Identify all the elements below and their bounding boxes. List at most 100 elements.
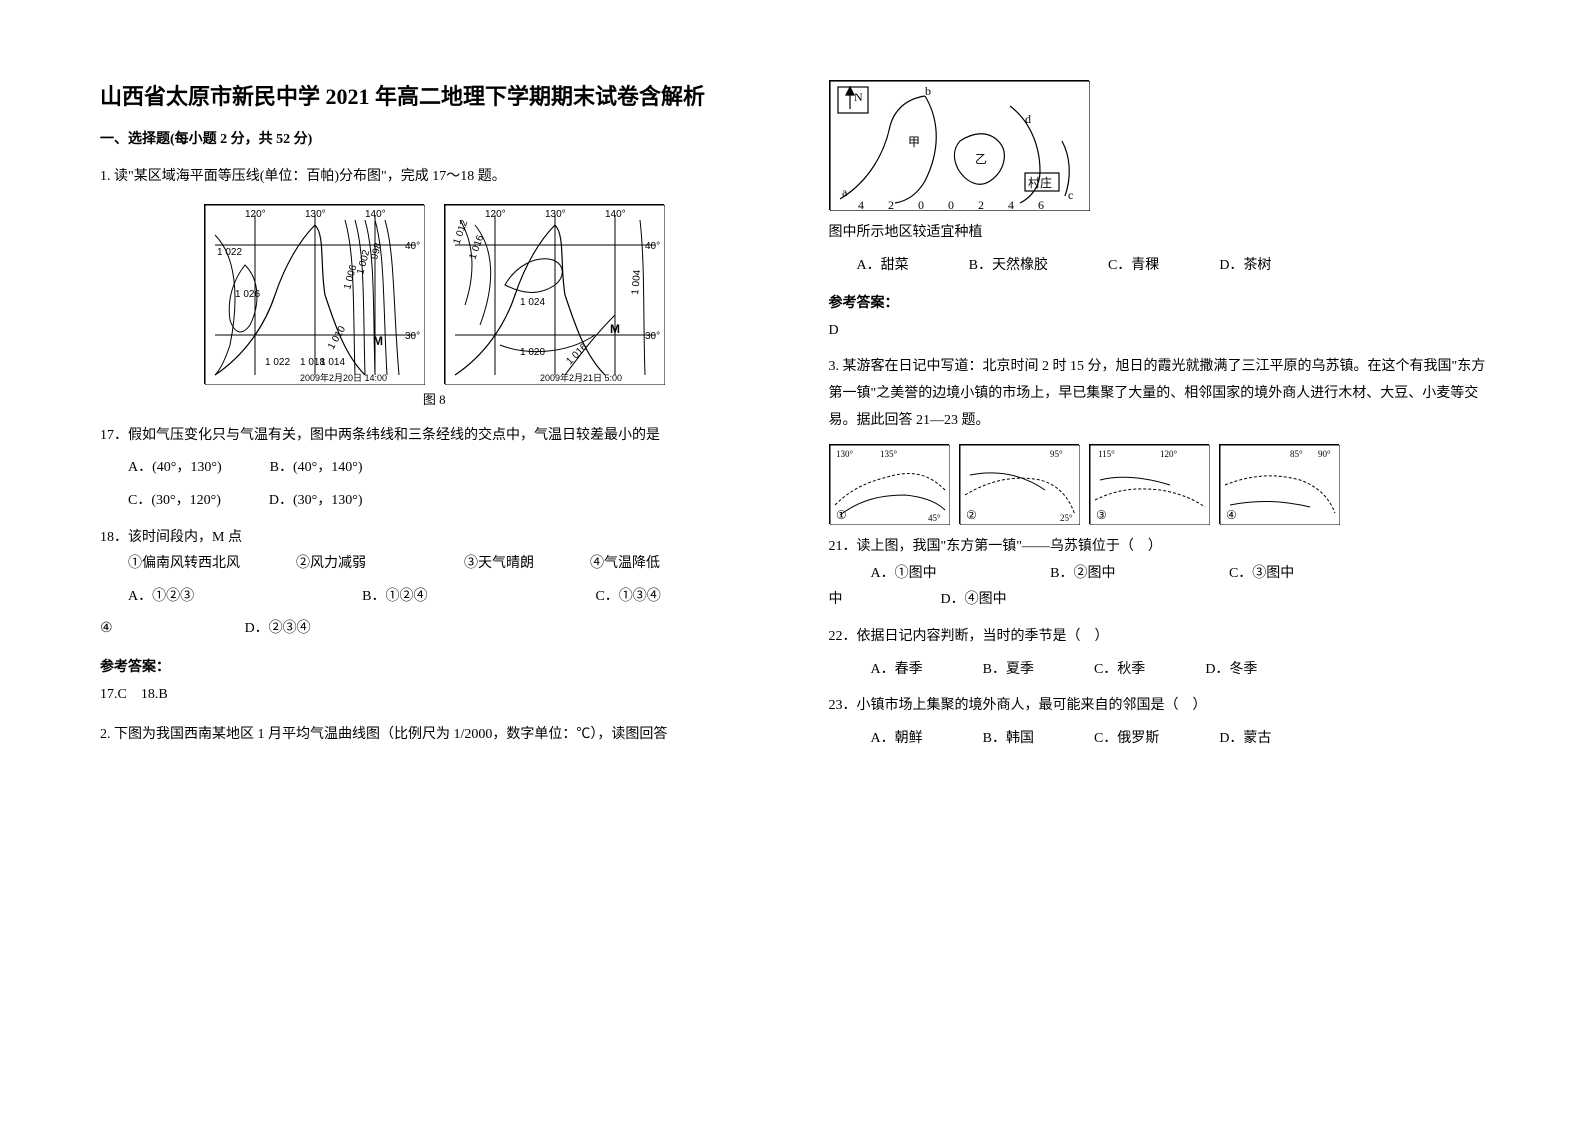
answer-1: 17.C 18.B (100, 682, 769, 709)
svg-text:130°: 130° (836, 449, 854, 459)
q17-text: 17．假如气压变化只与气温有关，图中两条纬线和三条经线的交点中，气温日较差最小的… (100, 423, 769, 450)
svg-text:乙: 乙 (975, 152, 987, 166)
q3-map-panels: ①130°135°45° ②95°25° ③115°120° ④85°90° (829, 444, 1498, 524)
svg-text:120°: 120° (1160, 449, 1178, 459)
svg-text:4: 4 (858, 198, 864, 211)
svg-text:135°: 135° (880, 449, 898, 459)
q22-opt-a[interactable]: A．春季 (871, 657, 923, 684)
svg-text:40°: 40° (645, 241, 660, 252)
page-title: 山西省太原市新民中学 2021 年高二地理下学期期末试卷含解析 (100, 80, 769, 113)
q2-opt-b[interactable]: B．天然橡胶 (969, 253, 1048, 280)
svg-text:b: b (925, 84, 931, 98)
q2-opt-d[interactable]: D．茶树 (1219, 253, 1271, 280)
q22-options: A．春季 B．夏季 C．秋季 D．冬季 (871, 657, 1498, 684)
svg-text:140°: 140° (605, 209, 626, 220)
q23-options: A．朝鲜 B．韩国 C．俄罗斯 D．蒙古 (871, 726, 1498, 753)
q21-opt-d[interactable]: D．④图中 (941, 592, 1007, 607)
q21-opt-b[interactable]: B．②图中 (1050, 566, 1115, 581)
q18-text: 18．该时间段内，M 点 (100, 525, 769, 552)
svg-text:120°: 120° (485, 209, 506, 220)
q17-opt-d[interactable]: D．(30°，130°) (269, 488, 363, 515)
q18-opt-b[interactable]: B．①②④ (362, 584, 427, 611)
isobar-map-left: 120° 130° 140° 40° 30° 1 022 1 026 1 022… (204, 204, 424, 384)
q18-opt-a[interactable]: A．①②③ (128, 584, 194, 611)
svg-text:1 026: 1 026 (235, 289, 260, 300)
q23-opt-c[interactable]: C．俄罗斯 (1094, 726, 1159, 753)
svg-text:25°: 25° (1060, 513, 1073, 523)
map-panel-2: ② 95° 25° (959, 444, 1079, 524)
svg-text:1 020: 1 020 (520, 347, 545, 358)
svg-text:2009年2月21日 5:00: 2009年2月21日 5:00 (540, 372, 622, 383)
q21-text: 21．读上图，我国"东方第一镇"——乌苏镇位于（ ） (829, 534, 1498, 561)
svg-text:M: M (373, 334, 383, 348)
svg-text:a: a (842, 185, 848, 199)
map-panel-3: ③115°120° (1089, 444, 1209, 524)
svg-text:1 024: 1 024 (520, 297, 545, 308)
svg-text:2009年2月20日 14:00: 2009年2月20日 14:00 (300, 372, 387, 383)
q23-opt-b[interactable]: B．韩国 (983, 726, 1034, 753)
answer-heading-2: 参考答案： (829, 291, 1498, 318)
q21-opt-a[interactable]: A．①图中 (871, 566, 937, 581)
q2-text: 图中所示地区较适宜种植 (829, 220, 1498, 247)
svg-text:0: 0 (948, 198, 954, 211)
svg-text:1 004: 1 004 (630, 269, 643, 295)
svg-text:④: ④ (1226, 508, 1237, 522)
svg-text:N: N (854, 90, 863, 104)
q17-options-2: C．(30°，120°) D．(30°，130°) (128, 488, 769, 515)
svg-text:甲: 甲 (908, 135, 920, 149)
q17-opt-b[interactable]: B．(40°，140°) (270, 455, 363, 482)
q3-intro: 3. 某游客在日记中写道：北京时间 2 时 15 分，旭日的霞光就撒满了三江平原… (829, 354, 1498, 434)
section-heading: 一、选择题(每小题 2 分，共 52 分) (100, 127, 769, 154)
q17-options: A．(40°，130°) B．(40°，140°) (128, 455, 769, 482)
svg-text:d: d (1025, 112, 1031, 126)
svg-text:村庄: 村庄 (1028, 175, 1052, 190)
svg-text:①: ① (836, 508, 847, 522)
q22-opt-b[interactable]: B．夏季 (983, 657, 1034, 684)
map-panel-1: ① 130° 135° 45° (829, 444, 949, 524)
q22-opt-d[interactable]: D．冬季 (1205, 657, 1257, 684)
svg-text:4: 4 (1008, 198, 1014, 211)
q21-opt-c[interactable]: C．③图中 (1229, 566, 1294, 581)
q2-opt-a[interactable]: A．甜菜 (857, 253, 909, 280)
q18-options-2: ④ D．②③④ (100, 616, 769, 643)
svg-text:40°: 40° (405, 241, 420, 252)
q2-options: A．甜菜 B．天然橡胶 C．青稞 D．茶树 (857, 253, 1498, 280)
q18-opt-d[interactable]: D．②③④ (245, 616, 311, 643)
svg-text:130°: 130° (305, 209, 326, 220)
q22-opt-c[interactable]: C．秋季 (1094, 657, 1145, 684)
q18-opt-c[interactable]: C．①③④ (595, 584, 660, 611)
svg-text:130°: 130° (545, 209, 566, 220)
answer-heading-1: 参考答案： (100, 655, 769, 682)
svg-text:45°: 45° (928, 513, 941, 523)
isobar-map-right: 120° 130° 140° 40° 30° 1 012 1 016 1 024… (444, 204, 664, 384)
svg-text:M: M (610, 322, 620, 336)
svg-text:85°: 85° (1290, 449, 1303, 459)
svg-text:30°: 30° (405, 331, 420, 342)
figure-8: 120° 130° 140° 40° 30° 1 022 1 026 1 022… (100, 204, 769, 413)
svg-text:1 022: 1 022 (265, 357, 290, 368)
svg-text:1 022: 1 022 (217, 247, 242, 258)
svg-text:0: 0 (918, 198, 924, 211)
svg-text:2: 2 (978, 198, 984, 211)
q17-opt-a[interactable]: A．(40°，130°) (128, 455, 222, 482)
svg-text:c: c (1068, 188, 1073, 202)
q21-options: A．①图中 B．②图中 C．③图中 中 D．④图中 (829, 561, 1498, 614)
svg-text:1 014: 1 014 (320, 357, 345, 368)
q23-opt-a[interactable]: A．朝鲜 (871, 726, 923, 753)
q23-opt-d[interactable]: D．蒙古 (1219, 726, 1271, 753)
answer-2: D (829, 318, 1498, 345)
svg-text:120°: 120° (245, 209, 266, 220)
q17-opt-c[interactable]: C．(30°，120°) (128, 488, 221, 515)
map-panel-4: ④85°90° (1219, 444, 1339, 524)
svg-text:②: ② (966, 508, 977, 522)
svg-text:95°: 95° (1050, 449, 1063, 459)
q23-text: 23．小镇市场上集聚的境外商人，最可能来自的邻国是（ ） (829, 693, 1498, 720)
svg-text:2: 2 (888, 198, 894, 211)
q22-text: 22．依据日记内容判断，当时的季节是（ ） (829, 624, 1498, 651)
q1-intro: 1. 读"某区域海平面等压线(单位：百帕)分布图"，完成 17～18 题。 (100, 164, 769, 191)
svg-text:140°: 140° (365, 209, 386, 220)
svg-text:30°: 30° (645, 331, 660, 342)
q2-opt-c[interactable]: C．青稞 (1108, 253, 1159, 280)
q18-runs: ①偏南风转西北风 ②风力减弱 ③天气晴朗 ④气温降低 (128, 551, 769, 578)
q2-isotherm-figure: N a b c d 甲 乙 村庄 4 2 0 0 2 4 6 (829, 80, 1089, 210)
